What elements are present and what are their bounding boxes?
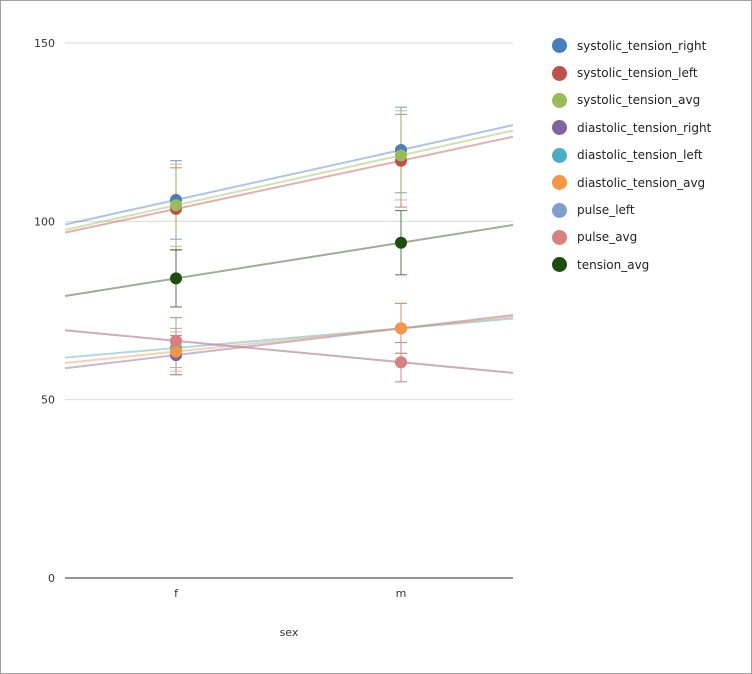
point-systolic_tension_avg [395,149,407,162]
x-tick-label: m [396,587,407,600]
legend-marker [552,38,567,54]
legend-item-pulse_left: pulse_left [552,196,711,223]
trendline-diastolic_tension_right [64,314,514,370]
legend-marker [552,202,567,218]
legend-label: diastolic_tension_right [577,120,712,135]
legend-item-diastolic_tension_right: diastolic_tension_right [552,114,711,141]
y-tick-label: 50 [41,394,55,407]
legend-label: systolic_tension_avg [577,93,701,108]
legend-item-diastolic_tension_avg: diastolic_tension_avg [552,169,711,196]
point-pulse_avg [395,356,407,369]
point-tension_avg [170,272,182,285]
legend-label: systolic_tension_left [577,66,698,81]
trendline-diastolic_tension_avg [64,315,514,364]
y-tick-label: 0 [48,572,55,585]
legend-marker [552,257,567,273]
legend-item-systolic_tension_right: systolic_tension_right [552,32,711,59]
legend-label: pulse_left [577,203,635,218]
point-pulse_avg [170,334,182,347]
point-tension_avg [395,236,407,249]
point-diastolic_tension_avg [395,322,407,335]
trendline-systolic_tension_right [64,124,514,226]
legend: systolic_tension_right systolic_tension_l… [552,32,711,279]
legend-item-pulse_avg: pulse_avg [552,224,711,251]
legend-label: diastolic_tension_avg [577,175,706,190]
trendline-pulse_avg [64,329,514,374]
y-tick-label: 150 [34,37,55,50]
trendline-diastolic_tension_left [64,317,514,359]
legend-marker [552,147,567,163]
point-systolic_tension_avg [170,199,182,212]
legend-label: systolic_tension_right [577,38,707,53]
legend-item-systolic_tension_avg: systolic_tension_avg [552,87,711,114]
trendline-tension_avg [64,223,514,297]
legend-marker [552,120,567,136]
legend-label: diastolic_tension_left [577,148,703,163]
legend-marker [552,92,567,108]
legend-marker [552,65,567,81]
trendline-pulse_left [64,329,514,374]
legend-item-tension_avg: tension_avg [552,251,711,278]
trendline-systolic_tension_avg [64,129,514,231]
legend-marker [552,229,567,245]
legend-item-diastolic_tension_left: diastolic_tension_left [552,142,711,169]
legend-label: pulse_avg [577,230,638,245]
trendline-systolic_tension_left [64,135,514,234]
point-diastolic_tension_avg [170,345,182,358]
legend-label: tension_avg [577,257,650,272]
y-tick-label: 100 [34,215,55,228]
legend-item-systolic_tension_left: systolic_tension_left [552,59,711,86]
x-tick-label: f [174,587,179,600]
x-axis-label: sex [280,626,299,639]
legend-marker [552,175,567,191]
